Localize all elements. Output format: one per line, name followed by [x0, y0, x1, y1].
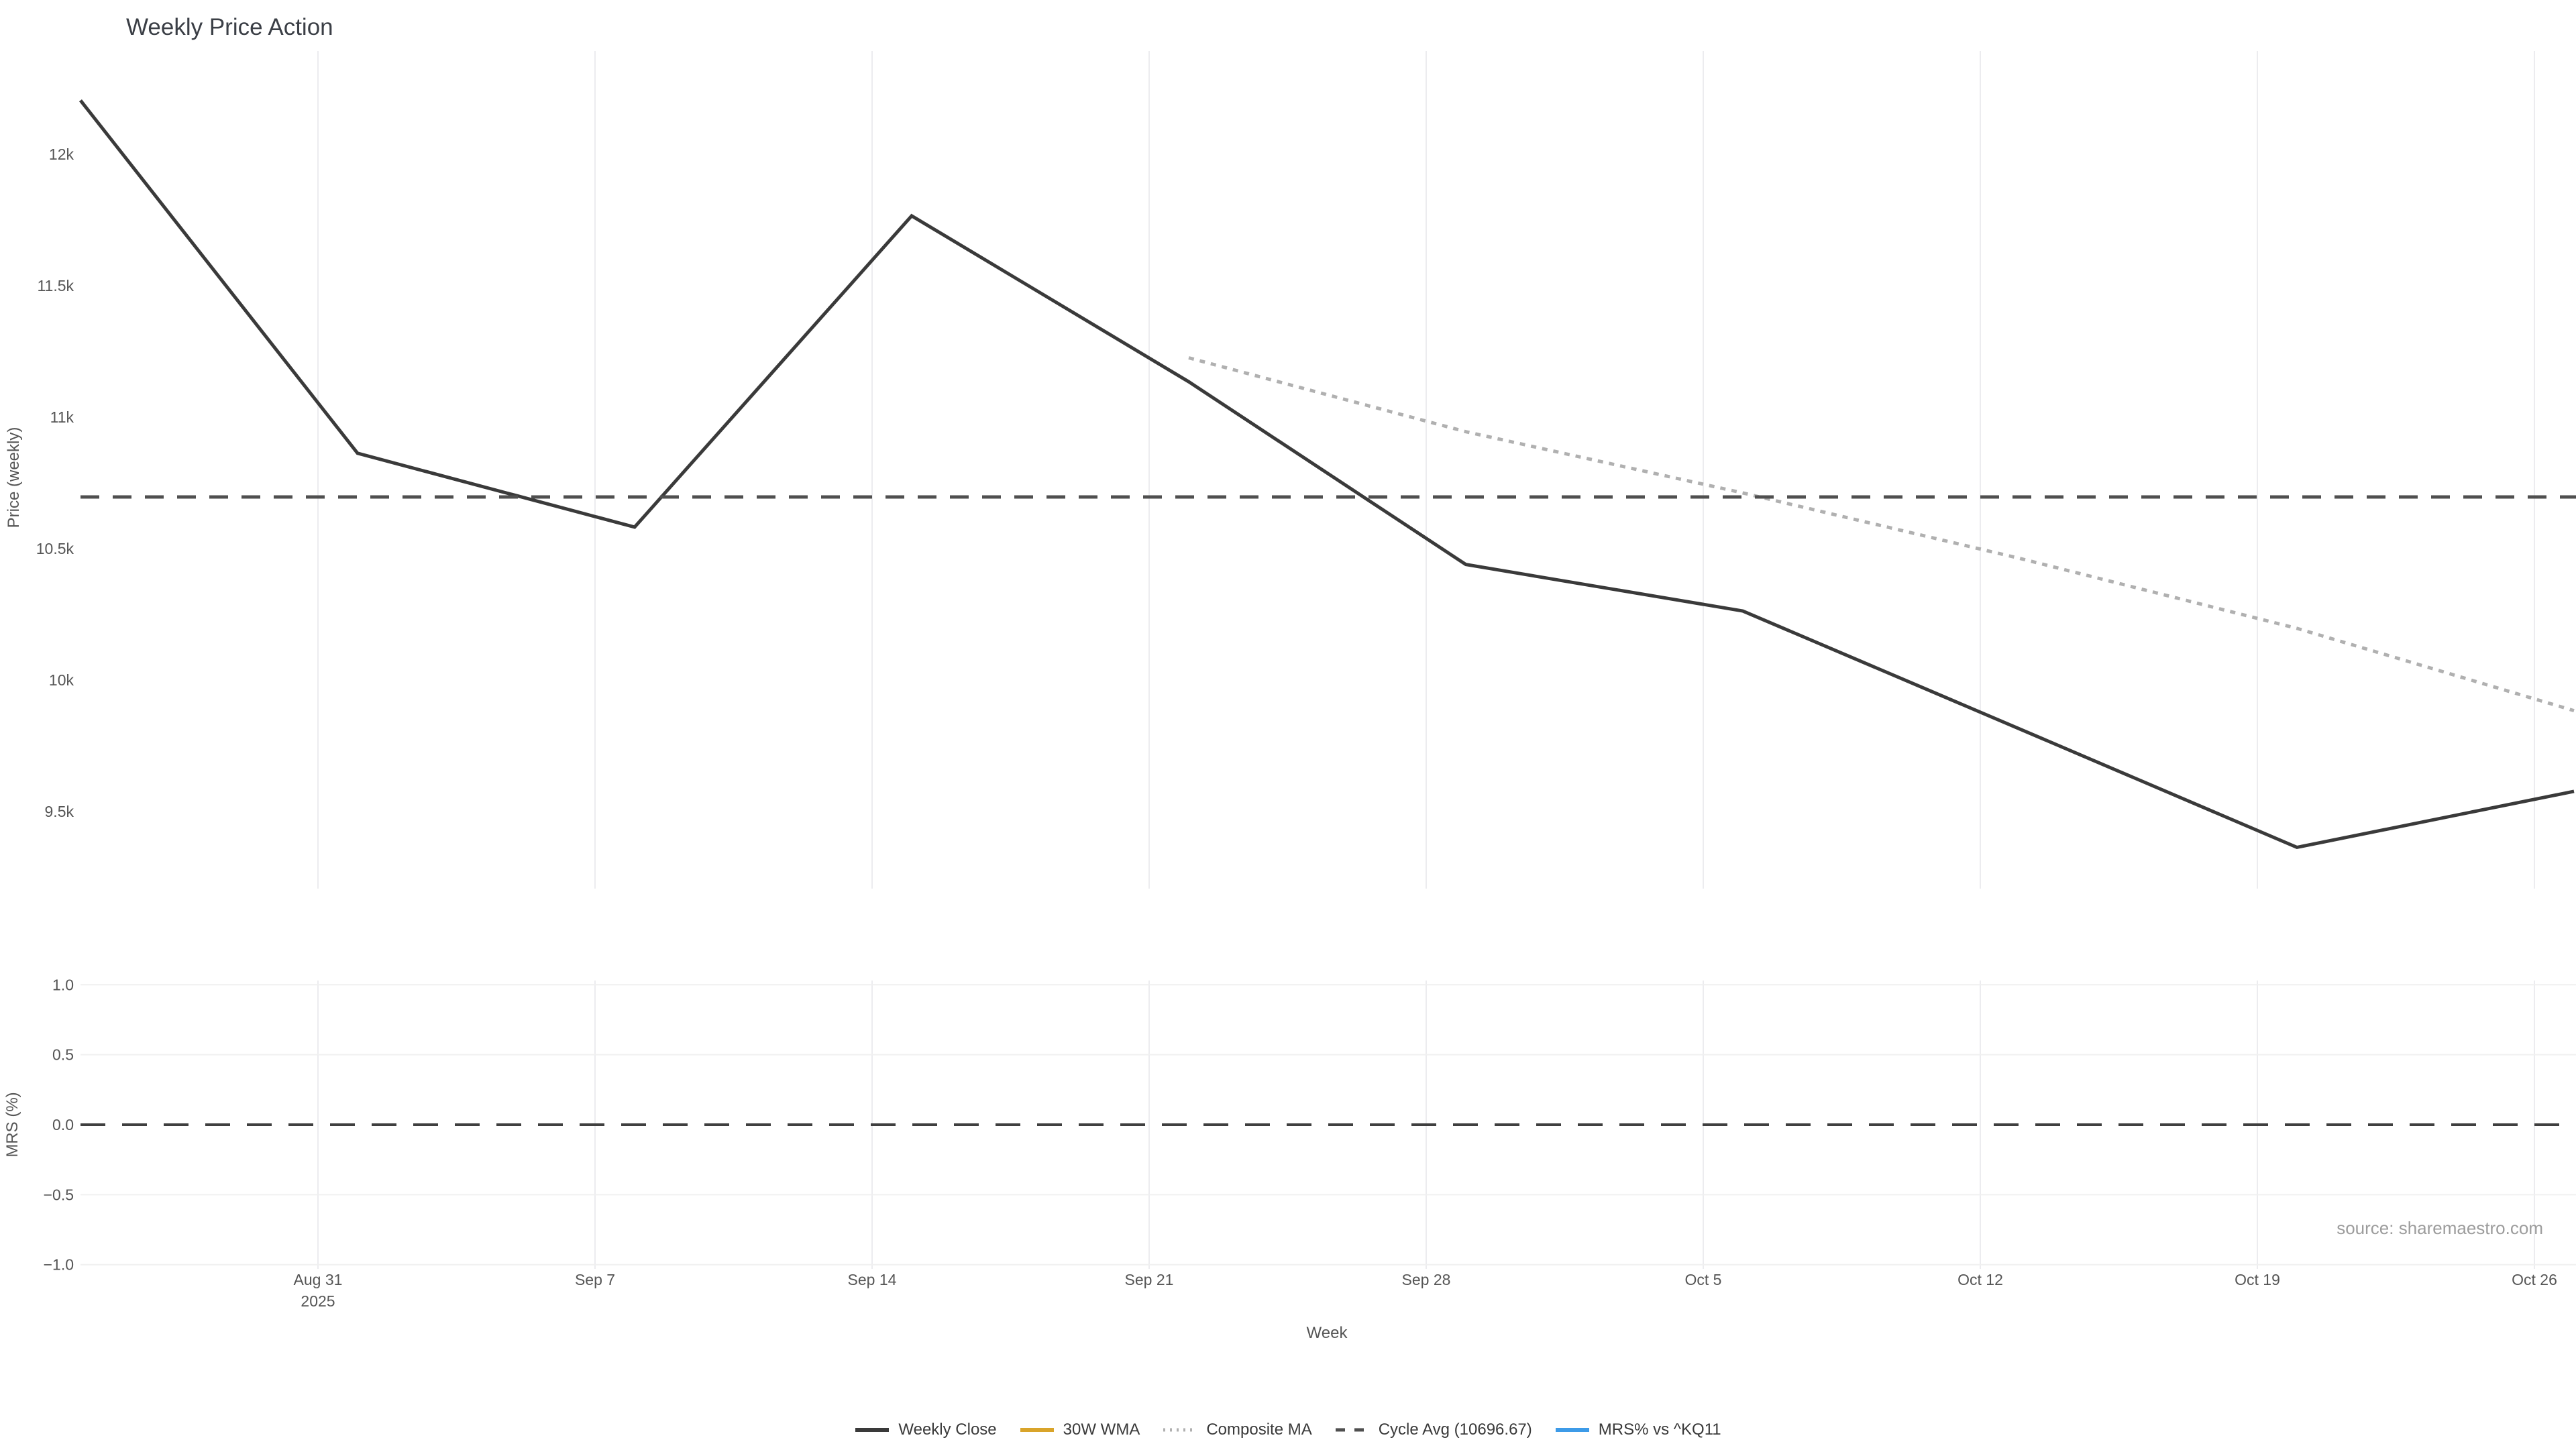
- price-y-tick-label: 11.5k: [37, 277, 74, 294]
- x-tick-label: Sep 7: [575, 1271, 615, 1288]
- x-tick-label: Sep 14: [848, 1271, 897, 1288]
- gridlines-layer: [80, 51, 2576, 1269]
- price-y-axis-title: Price (weekly): [5, 427, 23, 528]
- x-tick-label: Sep 28: [1402, 1271, 1451, 1288]
- tick-labels-layer: Aug 31 2025 Sep 7 Sep 14 Sep 21 Sep 28 Oct 5 Oc…: [36, 146, 2557, 1310]
- x-axis-title: Week: [1307, 1324, 1348, 1342]
- legend-label: 30W WMA: [1063, 1420, 1140, 1439]
- legend-swatch-solid-icon: [855, 1428, 890, 1432]
- price-y-tick-label: 9.5k: [45, 803, 74, 820]
- weekly-close-line: [79, 99, 2575, 850]
- legend-label: Composite MA: [1206, 1420, 1312, 1439]
- legend-swatch-dashed-icon: [1335, 1428, 1369, 1432]
- price-y-tick-label: 11k: [50, 408, 74, 426]
- mrs-y-tick-label: −0.5: [44, 1186, 74, 1203]
- legend-label: Weekly Close: [898, 1420, 997, 1439]
- x-tick-label: Oct 5: [1685, 1271, 1722, 1288]
- legend-item-composite-ma[interactable]: Composite MA: [1163, 1420, 1312, 1439]
- price-y-tick-label: 10.5k: [36, 540, 74, 557]
- legend-item-weekly-close[interactable]: Weekly Close: [855, 1420, 997, 1439]
- legend-swatch-solid-icon: [1020, 1428, 1054, 1432]
- legend: Weekly Close 30W WMA Composite MA Cycle Avg…: [0, 1416, 2576, 1443]
- x-tick-label: Oct 12: [1957, 1271, 2003, 1288]
- composite-ma-line: [1188, 356, 2575, 712]
- price-y-tick-label: 12k: [49, 146, 74, 163]
- mrs-y-tick-label: 0.5: [52, 1046, 74, 1064]
- legend-item-cycle-avg-10696-67[interactable]: Cycle Avg (10696.67): [1335, 1420, 1532, 1439]
- series-layer: [79, 99, 2576, 1126]
- price-y-tick-label: 10k: [49, 671, 74, 689]
- legend-label: Cycle Avg (10696.67): [1378, 1420, 1532, 1439]
- chart-title: Weekly Price Action: [126, 14, 333, 40]
- x-tick-label: Oct 26: [2512, 1271, 2557, 1288]
- x-tick-label: Aug 31: [294, 1271, 343, 1288]
- legend-label: MRS% vs ^KQ11: [1598, 1420, 1721, 1439]
- legend-item-mrs-vs-kq11[interactable]: MRS% vs ^KQ11: [1555, 1420, 1721, 1439]
- x-tick-label: Oct 19: [2235, 1271, 2280, 1288]
- source-attribution: source: sharemaestro.com: [2337, 1218, 2543, 1238]
- legend-item-30w-wma[interactable]: 30W WMA: [1020, 1420, 1140, 1439]
- x-tick-label: Sep 21: [1125, 1271, 1174, 1288]
- legend-swatch-dotted-icon: [1163, 1428, 1197, 1432]
- mrs-y-tick-label: −1.0: [44, 1256, 74, 1274]
- mrs-y-tick-label: 1.0: [52, 976, 74, 993]
- legend-swatch-solid-icon: [1555, 1428, 1589, 1432]
- mrs-y-axis-title: MRS (%): [3, 1092, 21, 1157]
- x-tick-year-label: 2025: [301, 1292, 335, 1310]
- mrs-y-tick-label: 0.0: [52, 1116, 74, 1133]
